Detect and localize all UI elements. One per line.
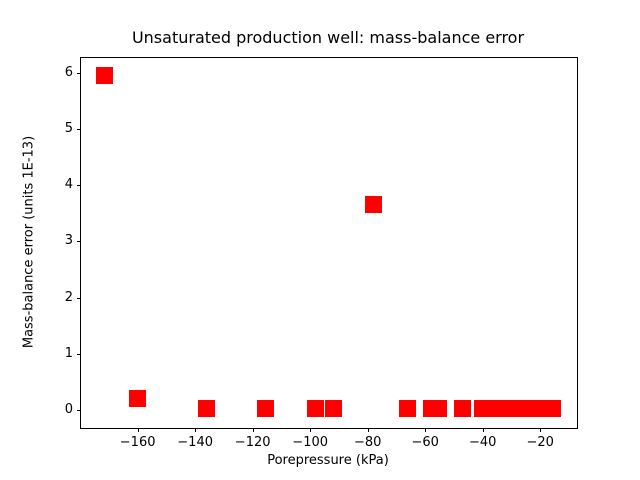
- y-tick-label: 4: [64, 177, 73, 193]
- data-point: [307, 400, 325, 418]
- x-tick-mark: [367, 428, 369, 432]
- y-tick-mark: [77, 410, 81, 411]
- x-axis-label: Porepressure (kPa): [267, 453, 389, 468]
- x-tick-label: −20: [526, 435, 554, 450]
- x-tick-label: −160: [119, 435, 156, 450]
- y-axis-label: Mass-balance error (units 1E-13): [21, 135, 37, 349]
- y-tick-label: 1: [64, 345, 73, 361]
- data-point: [325, 400, 343, 418]
- data-point: [257, 400, 275, 418]
- chart-title: Unsaturated production well: mass-balanc…: [131, 28, 525, 47]
- data-point: [198, 400, 216, 418]
- data-point: [128, 390, 146, 408]
- y-tick-mark: [77, 241, 81, 243]
- x-tick-mark: [310, 428, 312, 432]
- x-tick-label: −140: [177, 435, 213, 450]
- data-point: [364, 196, 382, 214]
- x-tick-label: −80: [353, 435, 382, 450]
- data-point: [474, 400, 492, 418]
- x-tick-mark: [195, 428, 197, 432]
- y-tick-mark: [77, 72, 81, 74]
- y-tick-mark: [77, 353, 81, 355]
- plot-area: −160 −140 −120 −100 −80 −60 −40 −20 0 1 2 3 4 5 6: [65, 57, 578, 450]
- x-tick-label: −60: [411, 435, 439, 450]
- x-tick-label: −100: [292, 435, 329, 450]
- y-tick-mark: [77, 297, 81, 299]
- x-tick-mark: [540, 428, 542, 432]
- data-point: [454, 400, 472, 418]
- x-tick-label: −120: [234, 435, 271, 450]
- data-point: [544, 400, 562, 418]
- y-tick-label: 2: [64, 289, 73, 305]
- data-point: [398, 400, 416, 418]
- x-tick-label: −40: [468, 435, 497, 450]
- y-tick-label: 0: [64, 402, 73, 417]
- x-tick-mark: [482, 428, 484, 432]
- y-tick-label: 3: [64, 233, 73, 249]
- y-tick-label: 5: [64, 120, 73, 136]
- y-tick-label: 6: [64, 64, 73, 80]
- data-point: [96, 66, 114, 84]
- x-tick-mark: [425, 428, 427, 432]
- x-tick-mark: [137, 428, 139, 432]
- data-point: [429, 400, 447, 418]
- y-tick-mark: [77, 185, 81, 187]
- x-tick-mark: [252, 428, 254, 432]
- y-tick-mark: [77, 128, 81, 130]
